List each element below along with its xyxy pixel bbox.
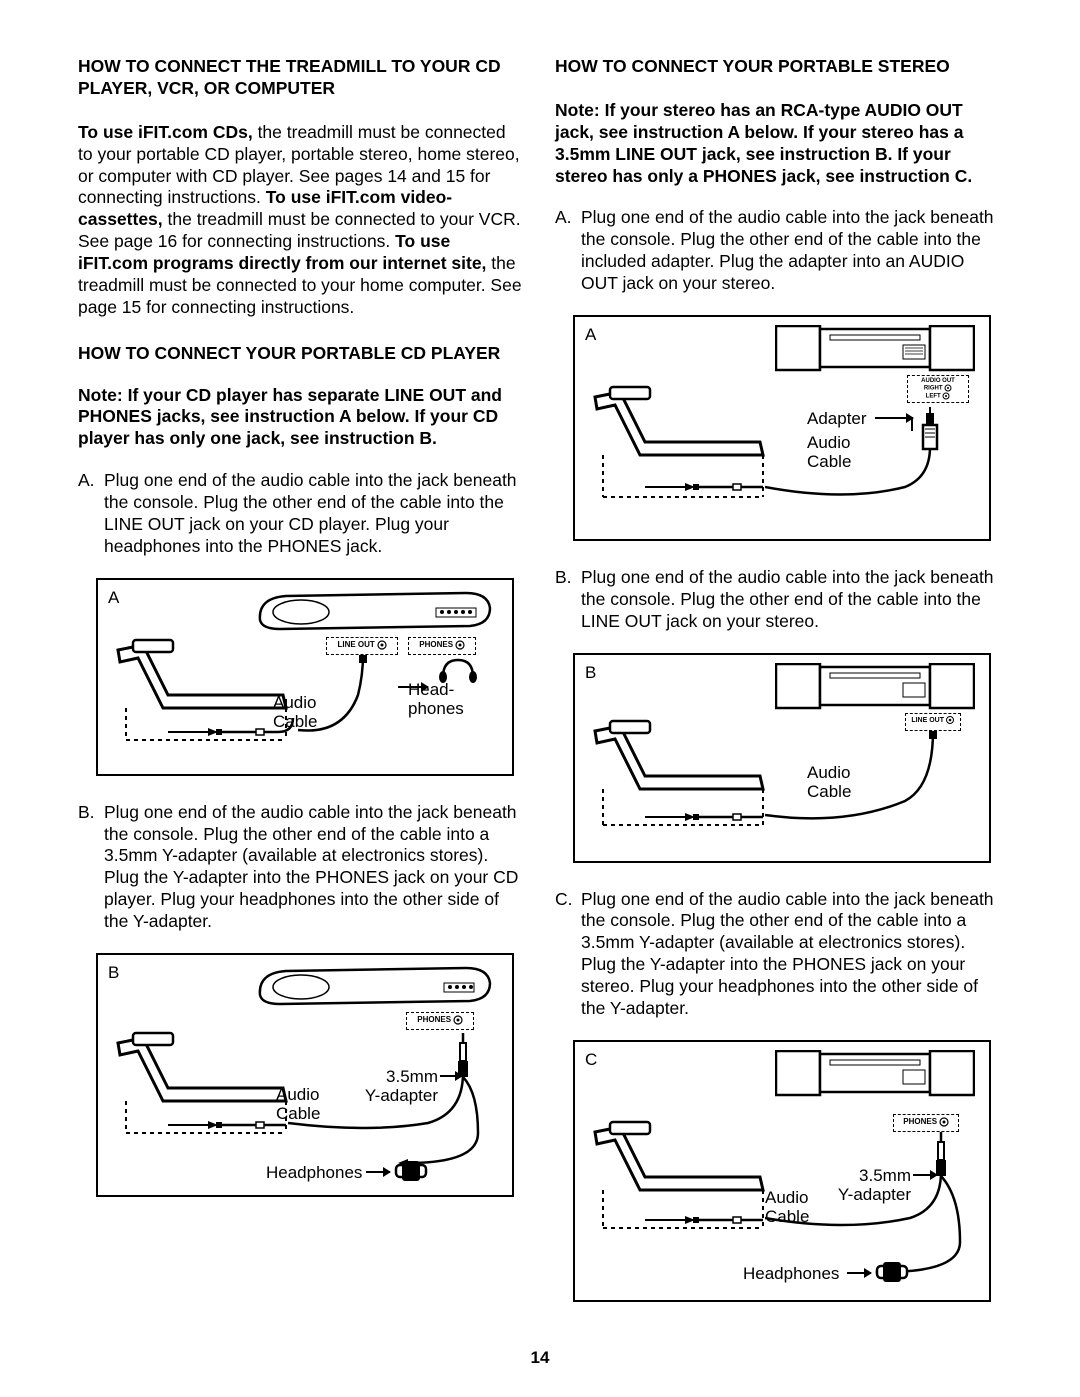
intro-bold-1: To use iFIT.com CDs, [78, 122, 253, 142]
left-column: HOW TO CONNECT THE TREADMILL TO YOUR CD … [78, 56, 525, 1328]
fig-letter: A [108, 588, 119, 608]
stereo-icon [775, 663, 975, 713]
y-adapter-icon [765, 1132, 975, 1282]
heading-right: HOW TO CONNECT YOUR PORTABLE STEREO [555, 56, 1002, 78]
fig-letter: B [585, 663, 596, 683]
intro-paragraph: To use iFIT.com CDs, the treadmill must … [78, 122, 525, 319]
treadmill-icon [585, 721, 775, 857]
stereo-icon [775, 1050, 975, 1100]
right-item-c: C. Plug one end of the audio cable into … [555, 889, 1002, 1020]
fig-letter: C [585, 1050, 597, 1070]
text-b: Plug one end of the audio cable into the… [104, 802, 525, 933]
page-number: 14 [78, 1348, 1002, 1368]
right-item-a: A. Plug one end of the audio cable into … [555, 207, 1002, 295]
marker-b: B. [555, 567, 575, 633]
note-stereo: Note: If your stereo has an RCA-type AUD… [555, 100, 1002, 188]
figure-right-c: C PHONES [573, 1040, 991, 1302]
treadmill-icon [585, 387, 775, 527]
text-b: Plug one end of the audio cable into the… [581, 567, 1002, 633]
figure-left-b: B PHONES [96, 953, 514, 1197]
rca-adapter-icon [765, 407, 965, 527]
stereo-icon [775, 325, 975, 375]
lineout-jack: LINE OUT [326, 637, 398, 655]
left-item-a: A. Plug one end of the audio cable into … [78, 470, 525, 558]
phones-jack: PHONES [408, 637, 476, 655]
figure-left-a: A LINE OUT PHONES [96, 578, 514, 776]
fig-letter: A [585, 325, 596, 345]
treadmill-icon [108, 640, 298, 770]
text-a: Plug one end of the audio cable into the… [104, 470, 525, 558]
cable-line [293, 655, 393, 735]
hp-arrow [847, 1272, 871, 1274]
marker-a: A. [78, 470, 98, 558]
headphones-label: Headphones [743, 1264, 839, 1284]
headphones-icon [438, 655, 478, 685]
marker-c: C. [555, 889, 575, 1020]
headphones-label: Headphones [266, 1163, 362, 1183]
note-cd: Note: If your CD player has separate LIN… [78, 385, 525, 451]
subheading-cd: HOW TO CONNECT YOUR PORTABLE CD PLAYER [78, 343, 525, 365]
figure-right-a: A AUDIO OUT RIGHT LEFT [573, 315, 991, 541]
hp-arrow [398, 686, 428, 688]
cable-line [765, 731, 965, 831]
y-adapter-icon [288, 1033, 488, 1173]
heading-left: HOW TO CONNECT THE TREADMILL TO YOUR CD … [78, 56, 525, 100]
right-column: HOW TO CONNECT YOUR PORTABLE STEREO Note… [555, 56, 1002, 1328]
figure-right-b: B LINE OUT [573, 653, 991, 863]
fig-letter: B [108, 963, 119, 983]
headphones-icon [875, 1258, 915, 1286]
marker-b: B. [78, 802, 98, 933]
right-item-b: B. Plug one end of the audio cable into … [555, 567, 1002, 633]
cd-player-icon [256, 965, 494, 1007]
phones-jack: PHONES [406, 1012, 474, 1030]
treadmill-icon [108, 1033, 298, 1163]
treadmill-icon [585, 1122, 775, 1262]
marker-a: A. [555, 207, 575, 295]
audioout-jack: AUDIO OUT RIGHT LEFT [907, 375, 969, 403]
left-item-b: B. Plug one end of the audio cable into … [78, 802, 525, 933]
lineout-jack: LINE OUT [905, 713, 961, 731]
hp-arrow [366, 1171, 390, 1173]
text-c: Plug one end of the audio cable into the… [581, 889, 1002, 1020]
headphones-icon [394, 1157, 434, 1185]
text-a: Plug one end of the audio cable into the… [581, 207, 1002, 295]
phones-jack: PHONES [893, 1114, 959, 1132]
cd-player-icon [256, 590, 494, 632]
